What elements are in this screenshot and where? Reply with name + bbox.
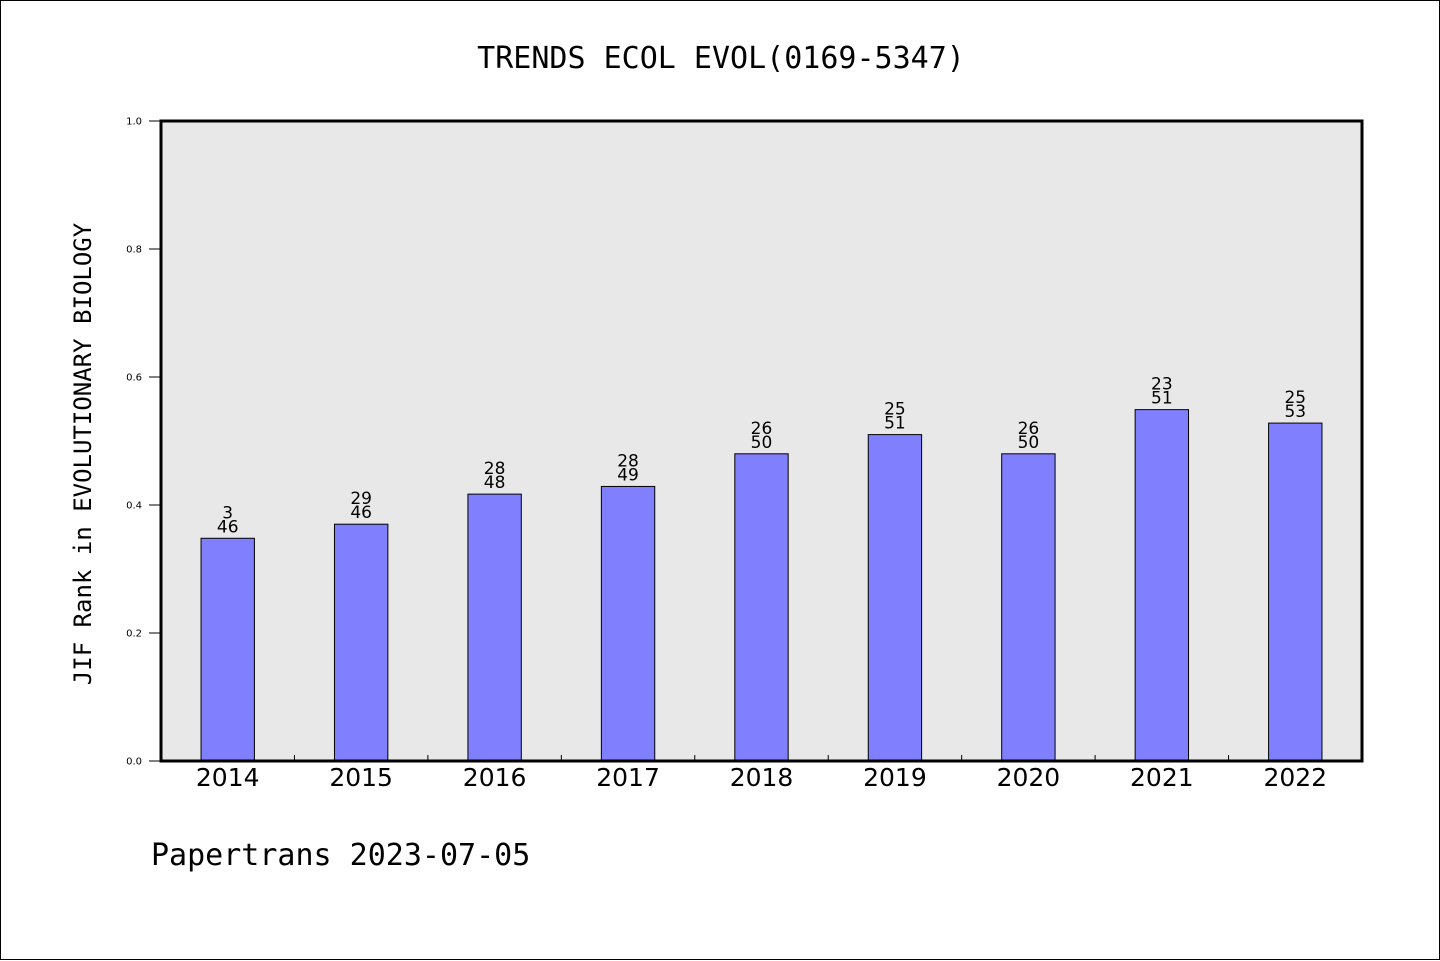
x-tick-label: 2015	[329, 763, 393, 792]
bar-rank-label: 26	[751, 419, 773, 439]
bar-2021	[1134, 409, 1190, 762]
bar-rank-label: 3	[222, 503, 233, 523]
chart-title: TRENDS ECOL EVOL(0169-5347)	[477, 41, 965, 76]
y-tick-label: 0.4	[126, 501, 142, 512]
bar-total-label: 53	[1284, 402, 1306, 422]
x-tick-label: 2020	[997, 763, 1061, 792]
bar-rank-label: 28	[617, 451, 639, 471]
x-axis-tick-labels: 2014 2015 2016 2017 2018 2019 2020 2021 2022	[196, 763, 1327, 792]
bar-2020	[1001, 453, 1056, 762]
bar-2022	[1268, 422, 1323, 762]
x-tick-label: 2016	[463, 763, 527, 792]
bar-total-label: 49	[617, 465, 639, 485]
x-tick-label: 2022	[1263, 763, 1327, 792]
y-axis-ticks: 0.0 0.2 0.4 0.6 0.8 1.0	[126, 117, 161, 768]
bar-rank-label: 26	[1018, 419, 1040, 439]
bar-total-label: 51	[884, 414, 906, 434]
y-tick-label: 0.2	[126, 629, 142, 640]
x-tick-label: 2019	[863, 763, 927, 792]
y-axis-label: JIF Rank in EVOLUTIONARY BIOLOGY	[69, 222, 97, 685]
bar-total-label: 46	[217, 517, 239, 537]
x-tick-label: 2021	[1130, 763, 1194, 792]
bar-total-label: 51	[1151, 389, 1173, 409]
bar-2017	[600, 485, 656, 762]
bar-total-label: 46	[350, 503, 372, 523]
bar-total-label: 50	[751, 433, 773, 453]
bar-2015	[333, 523, 389, 762]
bar-rank-label: 25	[884, 400, 906, 420]
y-tick-label: 1.0	[126, 117, 142, 128]
x-tick-label: 2018	[730, 763, 794, 792]
bar-2019	[867, 434, 923, 762]
footer-text: Papertrans 2023-07-05	[151, 838, 530, 873]
x-tick-label: 2014	[196, 763, 260, 792]
bar-2018	[734, 453, 789, 762]
bar-rank-label: 23	[1151, 375, 1173, 395]
y-tick-label: 0.0	[126, 757, 142, 768]
bar-2014	[200, 537, 255, 762]
plot-border	[159, 119, 1364, 763]
y-tick-label: 0.8	[126, 245, 142, 256]
bar-rank-label: 28	[484, 459, 506, 479]
bar-rank-label: 29	[350, 489, 372, 509]
bars-group	[200, 409, 1323, 762]
y-tick-label: 0.6	[126, 373, 142, 384]
x-tick-label: 2017	[596, 763, 660, 792]
bar-total-label: 50	[1018, 433, 1040, 453]
bar-2016	[467, 493, 522, 762]
bar-rank-label: 25	[1284, 388, 1306, 408]
bar-total-label: 48	[484, 473, 506, 493]
